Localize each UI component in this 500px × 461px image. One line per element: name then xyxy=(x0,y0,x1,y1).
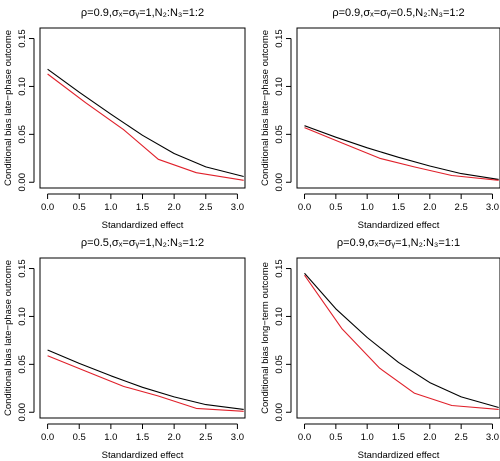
chart-title: ρ=0.9,σₓ=σᵧ=1,N₂:N₃=1:1 xyxy=(337,237,460,249)
y-tick-label: 0.00 xyxy=(274,403,285,422)
plot-frame xyxy=(39,257,246,419)
chart-panel-4: ρ=0.9,σₓ=σᵧ=1,N₂:N₃=1:1 0.0 0.5 1.0 1.5 2.0 2.… xyxy=(260,237,500,461)
plot-frame xyxy=(296,27,500,189)
x-tick-label: 2.0 xyxy=(423,432,436,443)
x-tick-label: 0.0 xyxy=(41,432,54,443)
x-tick-label: 1.5 xyxy=(136,432,149,443)
series-line-black xyxy=(304,125,499,180)
chart-title: ρ=0.9,σₓ=σᵧ=0.5,N₂:N₃=1:2 xyxy=(332,7,464,19)
y-tick-label: 0.15 xyxy=(17,29,28,48)
series-line-red xyxy=(47,355,244,412)
x-tick-label: 3.0 xyxy=(231,202,244,213)
y-tick-label: 0.15 xyxy=(17,259,28,278)
x-tick-label: 3.0 xyxy=(486,202,499,213)
x-tick-label: 2.5 xyxy=(199,202,212,213)
x-tick-label: 2.5 xyxy=(199,432,212,443)
x-tick-label: 1.5 xyxy=(392,202,405,213)
x-tick-label: 0.5 xyxy=(329,202,342,213)
series-line-black xyxy=(47,68,244,178)
x-tick-label: 2.0 xyxy=(423,202,436,213)
y-tick-label: 0.15 xyxy=(274,29,285,48)
x-tick-label: 2.5 xyxy=(455,202,468,213)
x-tick-label: 2.5 xyxy=(455,432,468,443)
x-tick-label: 2.0 xyxy=(168,432,181,443)
plot-frame xyxy=(39,27,246,189)
x-tick-label: 1.0 xyxy=(361,432,374,443)
x-tick-label: 1.0 xyxy=(104,202,117,213)
y-tick-label: 0.10 xyxy=(274,77,285,96)
y-tick-label: 0.00 xyxy=(17,403,28,422)
chart-title: ρ=0.9,σₓ=σᵧ=1,N₂:N₃=1:2 xyxy=(81,7,204,19)
series-line-black xyxy=(47,349,244,410)
y-tick-label: 0.10 xyxy=(17,77,28,96)
x-axis-label: Standardized effect xyxy=(358,220,440,231)
x-axis-label: Standardized effect xyxy=(102,220,184,231)
x-tick-label: 1.5 xyxy=(392,432,405,443)
x-tick-label: 2.0 xyxy=(168,202,181,213)
x-tick-label: 0.0 xyxy=(298,202,311,213)
y-tick-label: 0.00 xyxy=(17,173,28,192)
x-tick-label: 3.0 xyxy=(486,432,499,443)
y-tick-label: 0.05 xyxy=(17,355,28,374)
y-tick-label: 0.05 xyxy=(274,125,285,144)
series-line-red xyxy=(304,127,499,181)
x-axis-label: Standardized effect xyxy=(358,450,440,461)
y-axis-label: Conditional bias late−phase outcome xyxy=(3,30,14,186)
plot-frame xyxy=(296,257,500,419)
chart-panel-3: ρ=0.5,σₓ=σᵧ=1,N₂:N₃=1:2 0.0 0.5 1.0 1.5 2.0 2.… xyxy=(3,237,246,461)
x-tick-label: 0.5 xyxy=(73,202,86,213)
y-axis-label: Conditional bias late−phase outcome xyxy=(260,30,271,186)
chart-panel-2: ρ=0.9,σₓ=σᵧ=0.5,N₂:N₃=1:2 0.0 0.5 1.0 1.5 2.0… xyxy=(260,7,500,231)
chart-panel-1: ρ=0.9,σₓ=σᵧ=1,N₂:N₃=1:2 0.0 0.5 1.0 1.5 2.0 2.… xyxy=(3,7,246,231)
series-line-red xyxy=(47,73,244,181)
x-tick-label: 1.0 xyxy=(104,432,117,443)
x-tick-label: 0.0 xyxy=(298,432,311,443)
y-tick-label: 0.00 xyxy=(274,173,285,192)
y-tick-label: 0.15 xyxy=(274,259,285,278)
x-tick-label: 0.5 xyxy=(329,432,342,443)
series-line-red xyxy=(304,274,499,410)
x-tick-label: 3.0 xyxy=(231,432,244,443)
series-line-black xyxy=(304,272,499,409)
x-tick-label: 1.0 xyxy=(361,202,374,213)
x-tick-label: 0.5 xyxy=(73,432,86,443)
y-tick-label: 0.05 xyxy=(17,125,28,144)
x-axis-label: Standardized effect xyxy=(102,450,184,461)
y-axis-label: Conditional bias long−term outcome xyxy=(260,262,271,414)
y-tick-label: 0.10 xyxy=(17,307,28,326)
y-axis-label: Conditional bias late−phase outcome xyxy=(3,260,14,416)
y-tick-label: 0.05 xyxy=(274,355,285,374)
x-tick-label: 0.0 xyxy=(41,202,54,213)
x-tick-label: 1.5 xyxy=(136,202,149,213)
chart-title: ρ=0.5,σₓ=σᵧ=1,N₂:N₃=1:2 xyxy=(81,237,204,249)
y-tick-label: 0.10 xyxy=(274,307,285,326)
